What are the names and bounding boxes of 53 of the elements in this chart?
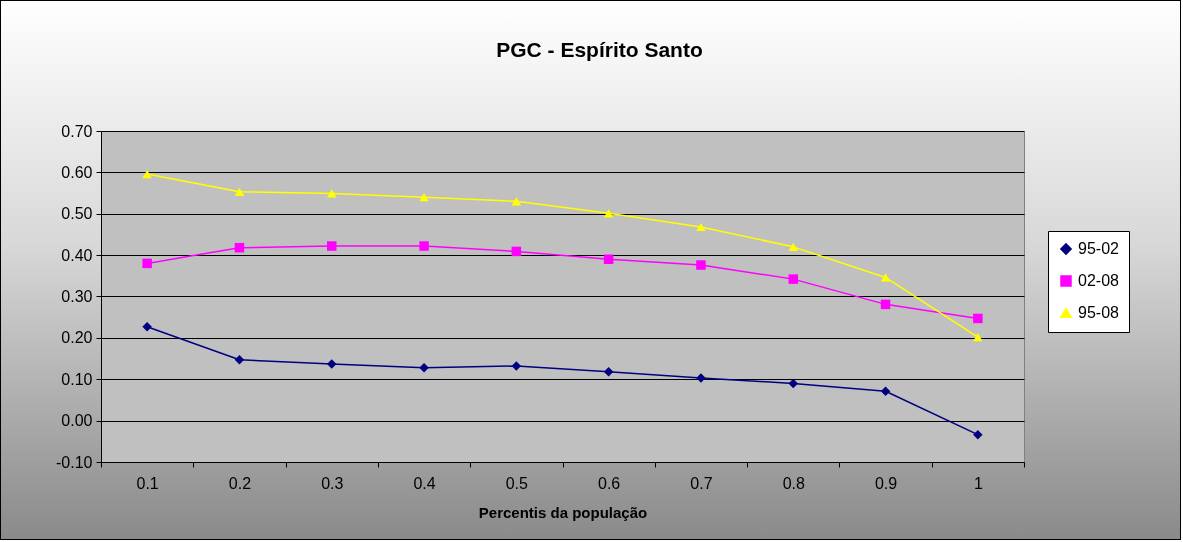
point: [788, 378, 798, 389]
point: [327, 241, 337, 251]
point: [419, 241, 429, 251]
point: [511, 361, 522, 371]
x-tick-label: 0.1: [136, 474, 159, 492]
point: [973, 429, 983, 440]
y-tick-label: 0.60: [61, 163, 93, 181]
legend-label: 02-08: [1078, 272, 1120, 289]
x-tick-label: 0.4: [413, 474, 436, 492]
point: [142, 169, 152, 179]
x-axis-title: Percentis da população: [478, 503, 648, 521]
point: [234, 187, 245, 196]
point: [142, 258, 152, 269]
y-tick-label: 0.50: [61, 205, 93, 223]
x-tick-label: 0.5: [505, 474, 529, 492]
legend-label: 95-08: [1078, 304, 1120, 321]
x-tick-label: 0.6: [598, 474, 621, 492]
point: [603, 254, 614, 265]
x-tick-label: 0.8: [782, 474, 805, 492]
point: [973, 313, 983, 324]
y-tick-label: 0.10: [61, 370, 93, 388]
y-tick-label: 0.40: [61, 246, 93, 264]
point: [234, 242, 245, 253]
y-tick-label: 0.70: [61, 122, 93, 140]
point: [880, 386, 891, 396]
point: [603, 209, 614, 218]
point: [880, 299, 891, 310]
x-tick-label: 1: [973, 474, 983, 492]
y-tick-label: -0.10: [56, 453, 93, 471]
point: [419, 193, 429, 202]
point: [327, 189, 337, 198]
y-tick-label: 0.00: [61, 412, 93, 430]
point: [234, 355, 245, 365]
point: [880, 273, 891, 282]
legend-label: 95-02: [1078, 240, 1120, 257]
point: [511, 246, 522, 257]
point: [696, 260, 706, 270]
point: [788, 274, 798, 284]
x-tick-label: 0.2: [228, 474, 252, 492]
chart-title: PGC - Espírito Santo: [496, 38, 703, 61]
point: [511, 197, 522, 206]
y-tick-label: 0.20: [61, 329, 93, 347]
x-tick-label: 0.9: [874, 474, 898, 492]
point: [419, 362, 429, 373]
point: [788, 242, 798, 251]
point: [142, 321, 152, 332]
x-tick-label: 0.3: [321, 474, 344, 492]
point: [603, 367, 614, 377]
point: [696, 222, 706, 232]
point: [973, 332, 983, 342]
point: [327, 359, 337, 369]
y-tick-label: 0.30: [61, 288, 93, 305]
x-tick-label: 0.7: [690, 474, 713, 492]
